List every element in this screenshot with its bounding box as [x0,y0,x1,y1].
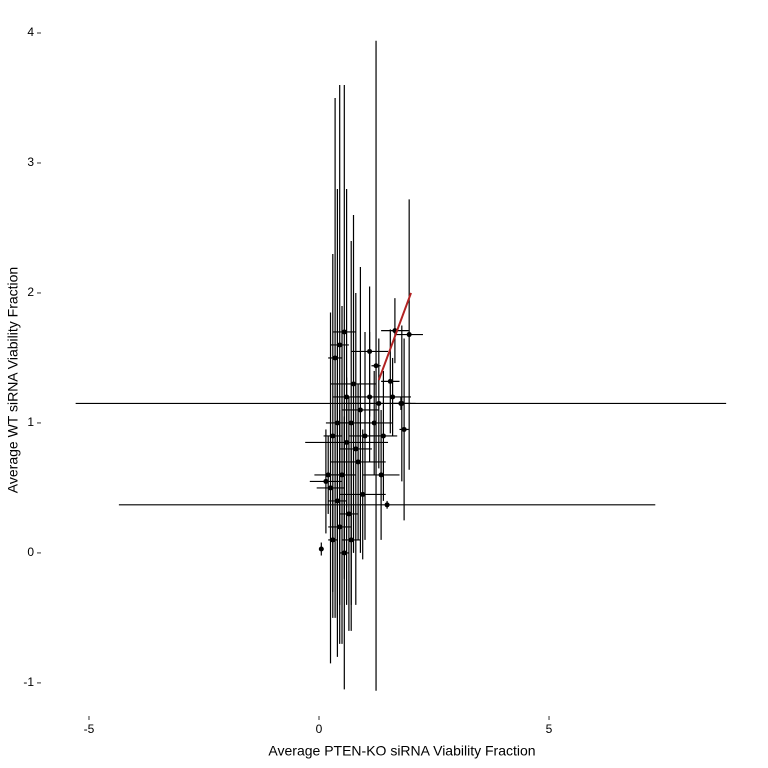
point [373,363,379,369]
y-tick-label: 4 [27,25,34,39]
point [341,550,347,556]
y-axis-title: Average WT siRNA Viability Fraction [5,267,21,493]
y-tick-label: -1 [23,675,34,689]
point [355,459,361,465]
point [325,472,331,478]
point [353,446,359,452]
point [348,420,354,426]
x-axis-title: Average PTEN-KO siRNA Viability Fraction [268,743,535,759]
point [323,478,329,484]
point [337,342,343,348]
point [367,348,373,354]
y-tick-label: 3 [27,155,34,169]
point [346,511,352,517]
point [351,381,357,387]
point [344,439,350,445]
reference-line [377,292,412,381]
y-tick-label: 1 [27,415,34,429]
point [401,426,407,432]
point [328,485,334,491]
point [406,332,412,338]
point [380,433,386,439]
point [334,420,340,426]
point [348,537,354,543]
point [390,394,396,400]
point [362,433,368,439]
point [341,329,347,335]
point [384,502,390,508]
y-tick-label: 2 [27,285,34,299]
point [387,378,393,384]
point [360,491,366,497]
point [378,472,384,478]
point [330,433,336,439]
x-tick-label: 5 [546,722,553,736]
x-tick-label: 0 [316,722,323,736]
point [332,355,338,361]
point [330,537,336,543]
point [337,524,343,530]
point [318,546,324,552]
x-tick-label: -5 [84,722,95,736]
y-tick-label: 0 [27,545,34,559]
point [357,407,363,413]
point [398,400,404,406]
